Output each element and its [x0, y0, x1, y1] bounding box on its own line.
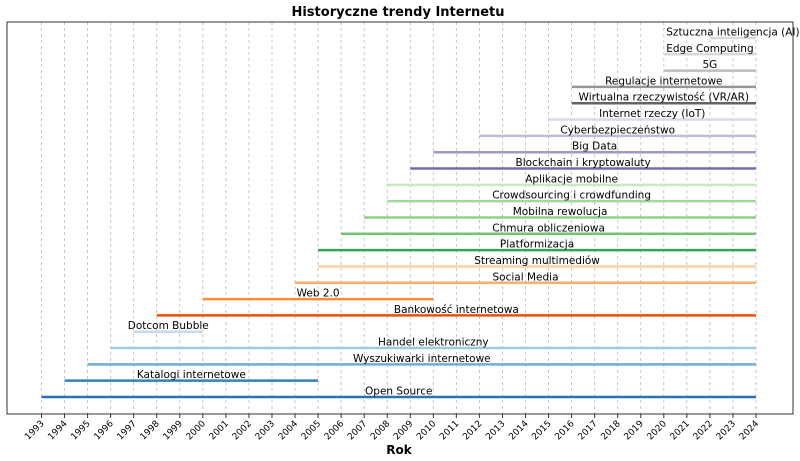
x-axis-label: Rok [386, 443, 412, 457]
timeline-label: Open Source [365, 386, 432, 398]
x-tick-label: 1997 [116, 419, 139, 442]
x-tick-label: 1993 [23, 419, 46, 442]
x-tick-label: 2021 [669, 419, 692, 442]
timeline-label: Regulacje internetowe [605, 75, 722, 87]
chart-title: Historyczne trendy Internetu [291, 5, 504, 20]
timeline-label: Platformizacja [500, 239, 574, 251]
x-tick-label: 2016 [553, 419, 576, 442]
timeline-label: Big Data [572, 141, 617, 153]
x-tick-label: 2007 [346, 419, 369, 442]
x-tick-label: 2000 [185, 419, 208, 442]
x-tick-label: 2015 [530, 419, 553, 442]
x-tick-label: 2005 [300, 419, 323, 442]
x-tick-label: 2013 [484, 419, 507, 442]
timeline-label: Cyberbezpieczeństwo [560, 124, 675, 136]
timeline-label: Web 2.0 [297, 288, 340, 300]
timeline-label: Bankowość internetowa [394, 304, 519, 316]
x-tick-label: 2004 [277, 419, 300, 442]
x-tick-label: 2014 [507, 419, 530, 442]
timeline-label: Edge Computing [666, 43, 753, 55]
plot-frame [6, 21, 794, 415]
x-tick-label: 2002 [231, 419, 254, 442]
x-tick-label: 2023 [715, 419, 738, 442]
timeline-label: Handel elektroniczny [378, 337, 489, 349]
x-tick-label: 2010 [415, 419, 438, 442]
x-tick-label: 2020 [646, 419, 669, 442]
timeline-label: Streaming multimediów [474, 255, 600, 267]
timeline-label: Dotcom Bubble [128, 320, 209, 332]
x-tick-label: 1994 [46, 419, 69, 442]
x-tick-label: 2003 [254, 419, 277, 442]
timeline-label: Chmura obliczeniowa [492, 222, 605, 234]
x-tick-label: 2008 [369, 419, 392, 442]
x-tick-label: 2011 [438, 419, 461, 442]
x-tick-label: 2009 [392, 419, 415, 442]
x-tick-label: 1995 [69, 419, 92, 442]
timeline-label: Internet rzeczy (IoT) [599, 108, 705, 120]
timeline-label: Sztuczna inteligencja (AI) [666, 26, 799, 38]
timeline-label: Wyszukiwarki internetowe [353, 353, 491, 365]
x-tick-label: 1998 [139, 419, 162, 442]
x-tick-label: 1996 [92, 419, 115, 442]
x-tick-label: 2017 [577, 419, 600, 442]
x-tick-label: 2006 [323, 419, 346, 442]
x-tick-label: 2018 [600, 419, 623, 442]
x-tick-label: 2012 [461, 419, 484, 442]
timeline-label: Crowdsourcing i crowdfunding [492, 190, 651, 202]
x-tick-label: 2024 [738, 419, 761, 442]
x-tick-label: 2001 [208, 419, 231, 442]
timeline-label: Social Media [493, 271, 559, 283]
timeline-label: Blockchain i kryptowaluty [516, 157, 651, 169]
timeline-label: Mobilna rewolucja [513, 206, 608, 218]
timeline-label: Wirtualna rzeczywistość (VR/AR) [579, 92, 750, 104]
timeline-label: 5G [702, 59, 717, 71]
x-tick-label: 2019 [623, 419, 646, 442]
x-tick-label: 1999 [162, 419, 185, 442]
x-tick-label: 2022 [692, 419, 715, 442]
timeline-label: Aplikacje mobilne [525, 173, 618, 185]
timeline-label: Katalogi internetowe [137, 369, 246, 381]
